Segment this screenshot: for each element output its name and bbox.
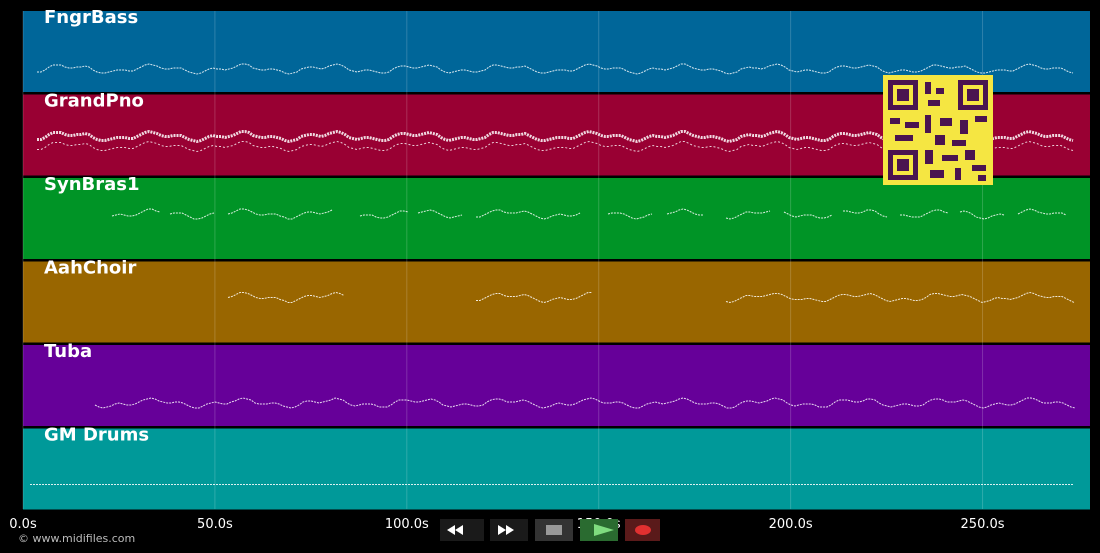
- track-name: GM Drums: [44, 425, 149, 446]
- note-stroke: [725, 210, 771, 220]
- record-button[interactable]: [625, 519, 660, 541]
- note-stroke: [725, 291, 1075, 304]
- qr-code: [883, 75, 993, 185]
- play-button[interactable]: [580, 519, 618, 541]
- note-stroke: [417, 209, 463, 219]
- note-stroke: [783, 211, 833, 219]
- rewind-button[interactable]: [440, 519, 484, 541]
- tick-label: 200.0s: [769, 517, 813, 532]
- track-name: FngrBass: [44, 7, 138, 28]
- track-name: SynBras1: [44, 174, 140, 195]
- note-stroke: [959, 210, 1005, 220]
- note-stroke: [227, 208, 333, 220]
- tick-label: 100.0s: [385, 517, 429, 532]
- note-stroke: [169, 212, 215, 220]
- copyright: © www.midifiles.com: [18, 532, 135, 545]
- transport-controls: [440, 519, 660, 541]
- track-lane: [23, 178, 1090, 259]
- note-stroke: [476, 209, 581, 220]
- track-name: AahChoir: [44, 258, 136, 279]
- note-stroke: [607, 212, 653, 220]
- tick-label: 50.0s: [197, 517, 233, 532]
- note-stroke: [227, 291, 345, 303]
- track-name: Tuba: [44, 341, 92, 362]
- note-stroke: [359, 210, 409, 219]
- note-stroke: [476, 292, 592, 304]
- track-lane: [23, 261, 1090, 343]
- fast-forward-button[interactable]: [490, 519, 528, 541]
- track-lane: [23, 345, 1090, 426]
- note-stroke: [666, 208, 703, 216]
- note-stroke: [111, 208, 161, 217]
- note-stroke: [37, 63, 1074, 75]
- note-stroke: [94, 397, 1076, 409]
- stop-button[interactable]: [535, 519, 573, 541]
- note-stroke: [1017, 208, 1067, 216]
- tick-label: 250.0s: [961, 517, 1005, 532]
- note-stroke: [843, 209, 888, 218]
- tracks: FngrBass GrandPno SynBras1 AahChoir Tuba GM D…: [23, 7, 1090, 510]
- track-name: GrandPno: [44, 91, 144, 112]
- time-grid: [22, 11, 984, 509]
- tick-label: 0.0s: [9, 517, 37, 532]
- note-stroke: [900, 209, 949, 218]
- track-lane: [23, 428, 1090, 510]
